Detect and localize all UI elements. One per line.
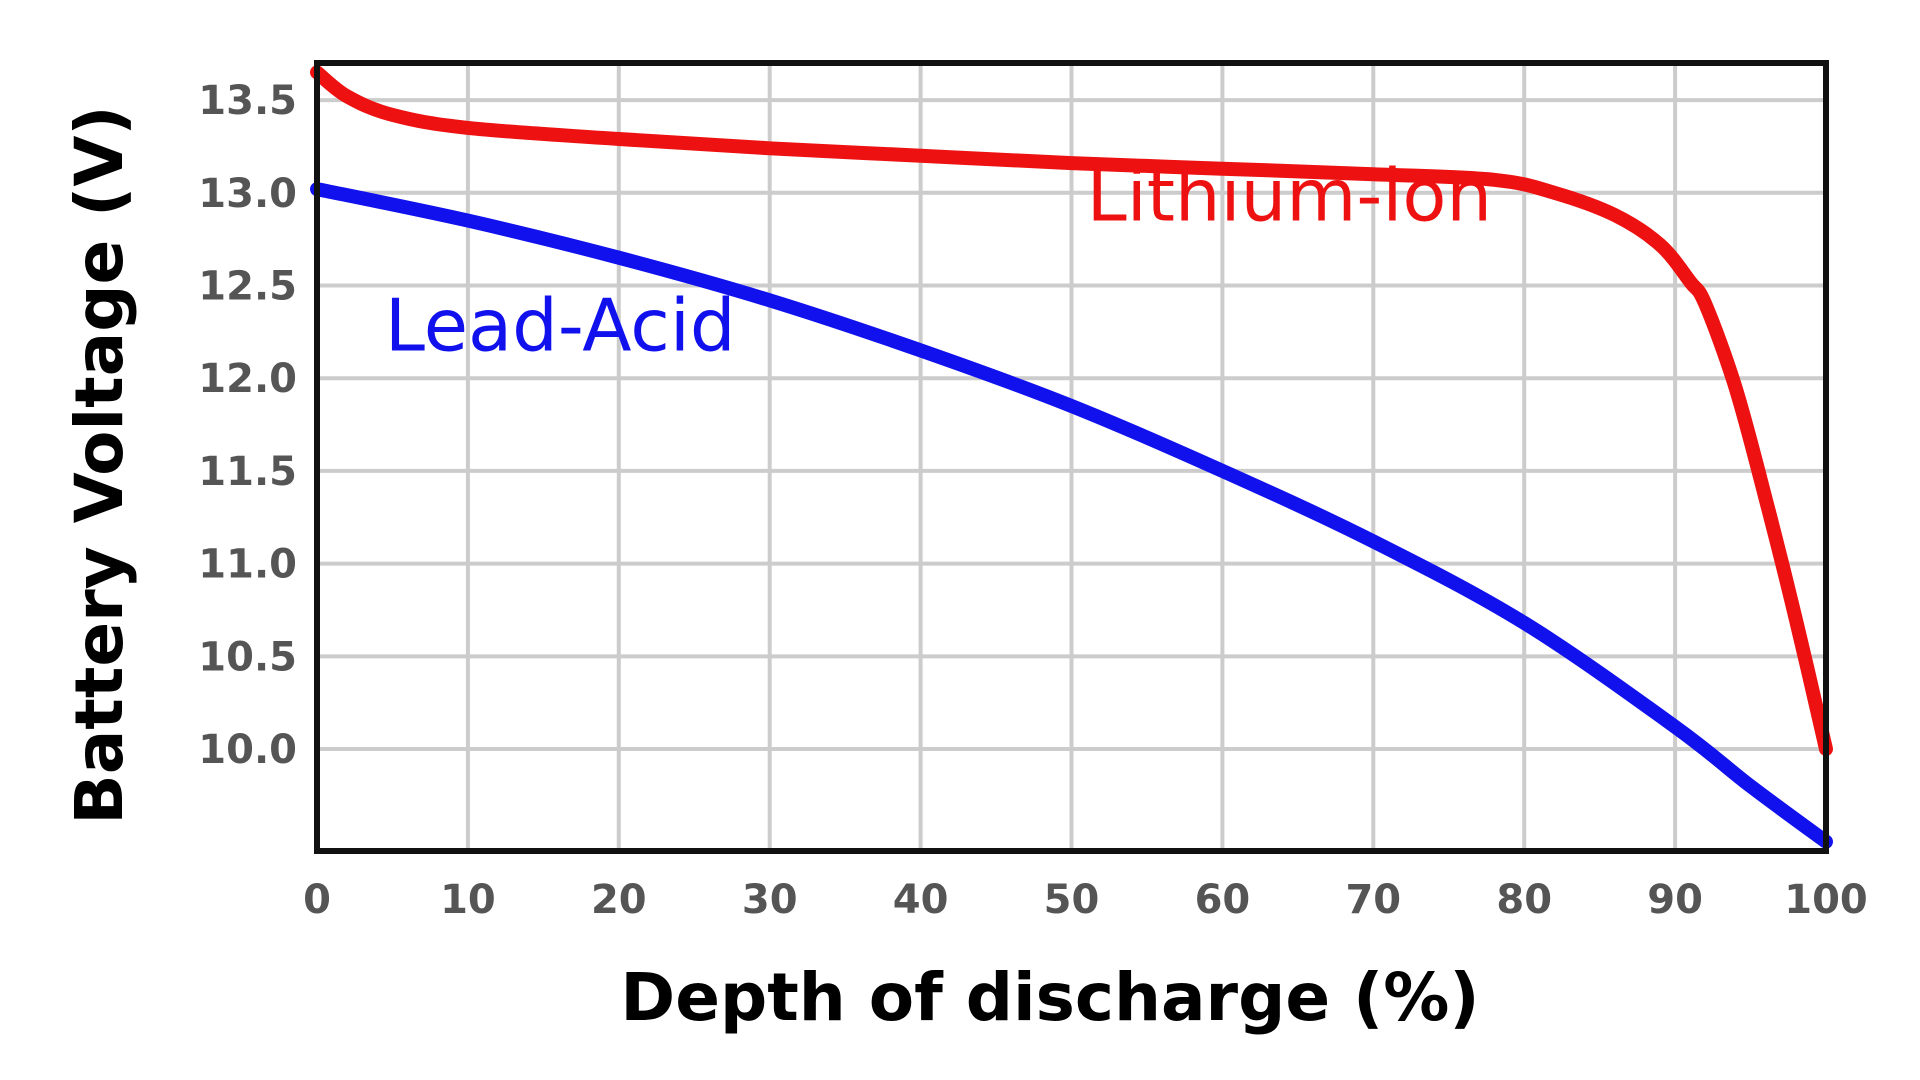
x-tick-label: 0 bbox=[303, 877, 331, 923]
x-axis-title: Depth of discharge (%) bbox=[620, 959, 1479, 1036]
y-tick-label: 11.0 bbox=[198, 542, 297, 588]
x-tick-label: 20 bbox=[591, 877, 647, 923]
x-tick-label: 30 bbox=[742, 877, 798, 923]
x-tick-label: 70 bbox=[1345, 877, 1401, 923]
x-tick-label: 100 bbox=[1784, 877, 1868, 923]
plot-frame bbox=[314, 60, 1829, 854]
x-tick-label: 90 bbox=[1647, 877, 1703, 923]
series-layer bbox=[310, 65, 1833, 849]
y-tick-label: 12.5 bbox=[198, 263, 297, 309]
x-tick-label: 10 bbox=[440, 877, 496, 923]
series-line-lithium-ion bbox=[310, 65, 1833, 756]
x-tick-label: 80 bbox=[1496, 877, 1552, 923]
series-labels: Lithium-ion Lead-Acid bbox=[385, 154, 1492, 368]
series-label-lead-acid: Lead-Acid bbox=[385, 283, 736, 367]
x-tick-label: 40 bbox=[893, 877, 949, 923]
series-line-lead-acid bbox=[310, 182, 1833, 849]
y-tick-label: 11.5 bbox=[198, 449, 297, 495]
series-label-lithium-ion: Lithium-ion bbox=[1087, 154, 1492, 238]
y-tick-label: 10.5 bbox=[198, 634, 297, 680]
y-tick-label: 10.0 bbox=[198, 727, 297, 773]
y-tick-label: 13.5 bbox=[198, 78, 297, 124]
x-tick-label: 50 bbox=[1044, 877, 1100, 923]
grid bbox=[317, 63, 1826, 851]
y-tick-label: 12.0 bbox=[198, 356, 297, 402]
x-tick-label: 60 bbox=[1195, 877, 1251, 923]
tick-labels: 0 10 20 30 40 50 60 70 80 90 100 10.0 10.5 11.0 11.5 12… bbox=[198, 78, 1867, 923]
y-axis-title: Battery Voltage (V) bbox=[61, 105, 138, 824]
y-tick-label: 13.0 bbox=[198, 171, 297, 217]
